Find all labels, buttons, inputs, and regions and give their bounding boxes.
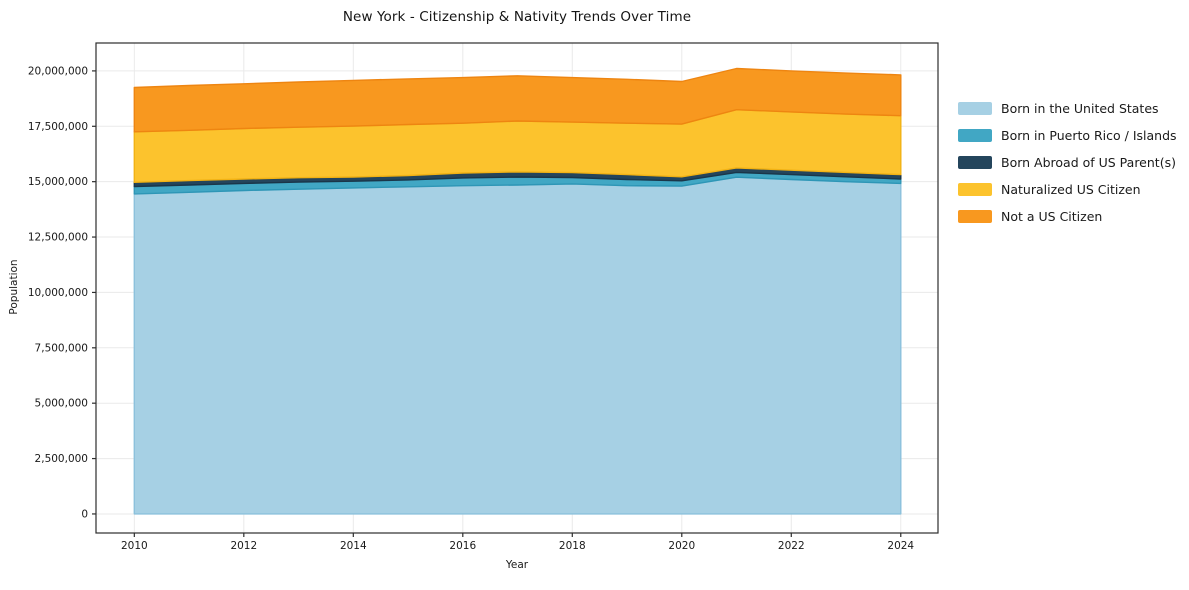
legend-swatch-icon — [958, 128, 992, 142]
x-tick-label: 2020 — [668, 540, 695, 552]
legend-item-4: Not a US Citizen — [958, 208, 1177, 224]
axis-ticks: 0 2,500,000 5,000,000 7,500,000 10,000,000 12… — [28, 65, 915, 552]
y-tick-label: 5,000,000 — [35, 398, 88, 410]
legend-label: Born Abroad of US Parent(s) — [1001, 154, 1176, 170]
legend-label: Born in the United States — [1001, 100, 1159, 116]
y-axis-label: Population — [8, 259, 20, 315]
legend: Born in the United States Born in Puerto … — [958, 100, 1177, 224]
y-tick-label: 7,500,000 — [35, 342, 88, 354]
legend-item-2: Born Abroad of US Parent(s) — [958, 154, 1177, 170]
plot-border — [95, 42, 939, 534]
y-tick-label: 17,500,000 — [28, 121, 88, 133]
y-tick-label: 2,500,000 — [35, 453, 88, 465]
x-axis-label: Year — [505, 559, 529, 571]
y-tick-label: 0 — [81, 508, 88, 520]
legend-swatch-icon — [958, 155, 992, 169]
area-series-4 — [133, 67, 902, 133]
legend-item-0: Born in the United States — [958, 100, 1177, 116]
y-tick-label: 10,000,000 — [28, 287, 88, 299]
legend-label: Born in Puerto Rico / Islands — [1001, 127, 1177, 143]
legend-label: Not a US Citizen — [1001, 208, 1103, 224]
y-tick-label: 15,000,000 — [28, 176, 88, 188]
stacked-areas — [133, 67, 902, 515]
legend-swatch-icon — [958, 182, 992, 196]
x-tick-label: 2018 — [559, 540, 586, 552]
y-tick-label: 20,000,000 — [28, 65, 88, 77]
x-tick-label: 2012 — [230, 540, 257, 552]
legend-item-3: Naturalized US Citizen — [958, 181, 1177, 197]
legend-item-1: Born in Puerto Rico / Islands — [958, 127, 1177, 143]
legend-swatch-icon — [958, 209, 992, 223]
x-tick-label: 2010 — [121, 540, 148, 552]
x-tick-label: 2016 — [449, 540, 476, 552]
chart-title: New York - Citizenship & Nativity Trends… — [342, 9, 692, 25]
y-tick-label: 12,500,000 — [28, 232, 88, 244]
legend-label: Naturalized US Citizen — [1001, 181, 1141, 197]
x-tick-label: 2014 — [340, 540, 367, 552]
legend-swatch-icon — [958, 101, 992, 115]
area-series-0 — [133, 176, 902, 515]
x-tick-label: 2022 — [778, 540, 805, 552]
x-tick-label: 2024 — [887, 540, 914, 552]
